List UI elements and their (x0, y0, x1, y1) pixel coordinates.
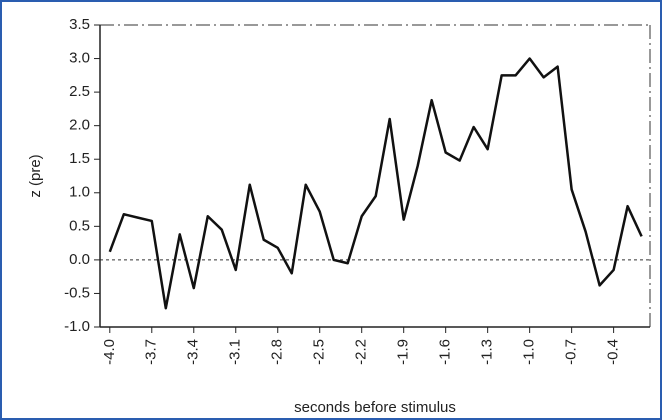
x-axis-label: seconds before stimulus (294, 399, 456, 416)
x-tick-label: -1.3 (479, 339, 496, 365)
x-tick-label: -3.4 (185, 339, 202, 365)
y-tick-label: 0.0 (69, 251, 90, 268)
x-tick-label: -0.7 (563, 339, 580, 365)
y-axis-label: z (pre) (27, 154, 44, 197)
data-line (108, 57, 643, 310)
y-tick-label: 1.5 (69, 150, 90, 167)
y-tick-label: 2.0 (69, 117, 90, 134)
x-tick-label: -2.2 (353, 339, 370, 365)
x-tick-label: -2.5 (311, 339, 328, 365)
y-tick-label: -1.0 (64, 318, 90, 335)
y-tick-label: -0.5 (64, 284, 90, 301)
x-tick-label: -4.0 (101, 339, 118, 365)
x-tick-label: -1.0 (521, 339, 538, 365)
x-tick-label: -1.6 (437, 339, 454, 365)
y-tick-label: 3.5 (69, 16, 90, 33)
x-tick-label: -0.4 (605, 339, 622, 365)
x-tick-label: -3.7 (143, 339, 160, 365)
y-tick-label: 3.0 (69, 50, 90, 67)
y-tick-label: 0.5 (69, 217, 90, 234)
x-tick-label: -2.8 (269, 339, 286, 365)
x-tick-label: -3.1 (227, 339, 244, 365)
x-tick-label: -1.9 (395, 339, 412, 365)
y-tick-label: 2.5 (69, 83, 90, 100)
y-tick-label: 1.0 (69, 184, 90, 201)
